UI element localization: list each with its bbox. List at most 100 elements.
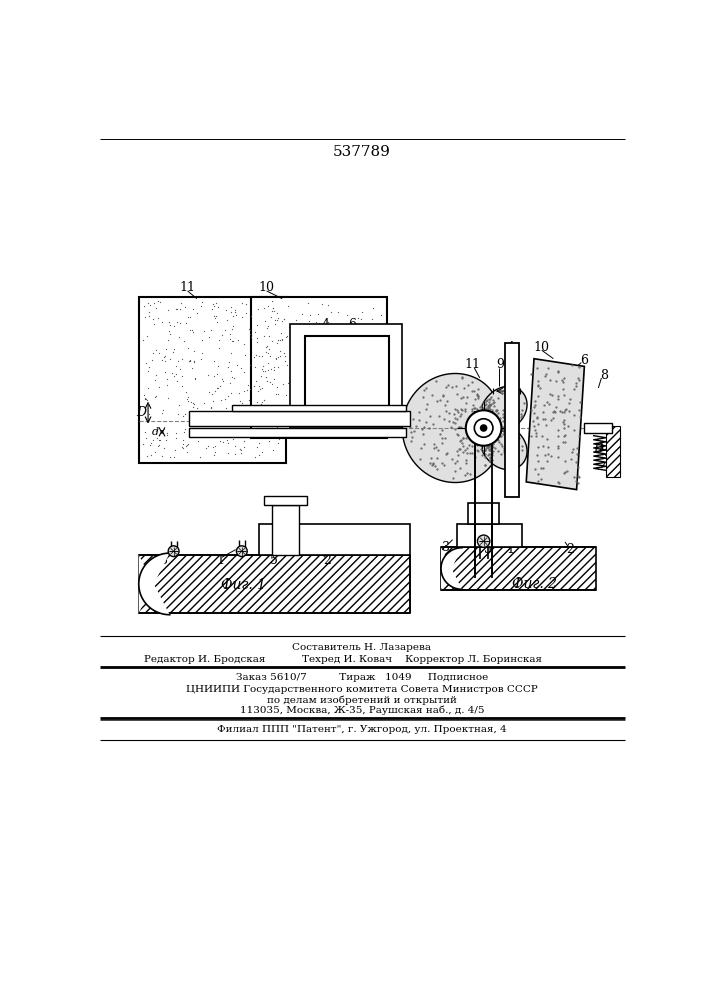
Text: d: d <box>151 427 158 437</box>
Point <box>224 326 235 342</box>
Point <box>310 314 322 330</box>
Point <box>237 309 248 325</box>
Point <box>361 349 373 365</box>
Point <box>250 418 262 434</box>
Point <box>180 438 192 454</box>
Point <box>248 411 259 427</box>
Point <box>211 366 223 382</box>
Point <box>163 302 174 318</box>
Point <box>254 400 265 416</box>
Point <box>309 353 320 369</box>
Point <box>187 301 199 317</box>
Point <box>256 444 267 460</box>
Point <box>182 309 194 325</box>
Point <box>238 433 250 449</box>
Point <box>260 401 271 417</box>
Point <box>241 382 252 398</box>
Point <box>297 306 308 322</box>
Point <box>191 408 202 424</box>
Point <box>141 328 153 344</box>
Point <box>344 374 356 390</box>
Point <box>226 321 238 337</box>
Point <box>185 322 196 338</box>
Point <box>324 404 335 420</box>
Point <box>287 413 298 429</box>
Point <box>176 439 187 455</box>
Point <box>324 382 335 398</box>
Point <box>328 341 339 357</box>
Point <box>267 333 278 349</box>
Point <box>142 380 153 396</box>
Point <box>238 413 249 429</box>
Point <box>185 353 196 369</box>
Point <box>271 424 283 440</box>
Point <box>303 423 315 439</box>
Point <box>222 432 233 448</box>
Point <box>267 300 279 316</box>
Point <box>168 341 180 357</box>
Point <box>342 329 354 345</box>
Point <box>375 307 387 323</box>
Point <box>174 315 185 331</box>
Point <box>221 425 232 441</box>
Point <box>268 442 279 458</box>
Point <box>332 304 344 320</box>
Point <box>298 395 310 411</box>
Point <box>290 312 301 328</box>
Point <box>172 353 183 369</box>
Point <box>257 380 268 396</box>
Circle shape <box>477 535 490 547</box>
Point <box>264 341 275 357</box>
Point <box>250 359 261 375</box>
Point <box>229 302 240 318</box>
Point <box>331 367 342 383</box>
Point <box>214 412 226 428</box>
Point <box>328 381 339 397</box>
Point <box>281 329 292 345</box>
Point <box>312 386 323 402</box>
Point <box>229 438 240 454</box>
Point <box>287 400 298 416</box>
Point <box>302 351 313 367</box>
Bar <box>290 324 402 428</box>
Point <box>248 349 259 365</box>
Point <box>162 427 173 443</box>
Text: Филиал ППП "Патент", г. Ужгород, ул. Проектная, 4: Филиал ППП "Патент", г. Ужгород, ул. Про… <box>217 725 507 734</box>
Point <box>259 408 271 424</box>
Text: 3: 3 <box>160 554 168 567</box>
Text: Фиг. 2: Фиг. 2 <box>511 577 556 591</box>
Point <box>195 351 206 367</box>
Point <box>227 318 238 334</box>
Point <box>225 385 236 401</box>
Point <box>143 363 154 379</box>
Bar <box>139 555 410 613</box>
Point <box>259 328 270 344</box>
Point <box>363 376 374 392</box>
Point <box>301 358 312 374</box>
Point <box>254 435 265 451</box>
Point <box>312 306 324 322</box>
Point <box>256 405 267 421</box>
Point <box>206 301 217 317</box>
Text: 2: 2 <box>566 543 574 556</box>
Point <box>182 340 194 356</box>
Point <box>161 371 173 387</box>
Point <box>252 383 264 399</box>
Point <box>165 317 176 333</box>
Text: 537789: 537789 <box>333 145 391 159</box>
Point <box>144 304 155 320</box>
Point <box>252 417 263 433</box>
Text: 4: 4 <box>322 318 329 331</box>
Point <box>227 431 238 447</box>
Point <box>255 381 266 397</box>
Point <box>367 300 378 316</box>
Point <box>322 297 334 313</box>
Point <box>301 346 312 362</box>
Point <box>187 322 198 338</box>
Point <box>212 299 223 315</box>
Point <box>189 370 201 386</box>
Point <box>214 433 226 449</box>
Point <box>205 322 216 338</box>
Point <box>274 348 286 364</box>
Point <box>366 425 377 441</box>
